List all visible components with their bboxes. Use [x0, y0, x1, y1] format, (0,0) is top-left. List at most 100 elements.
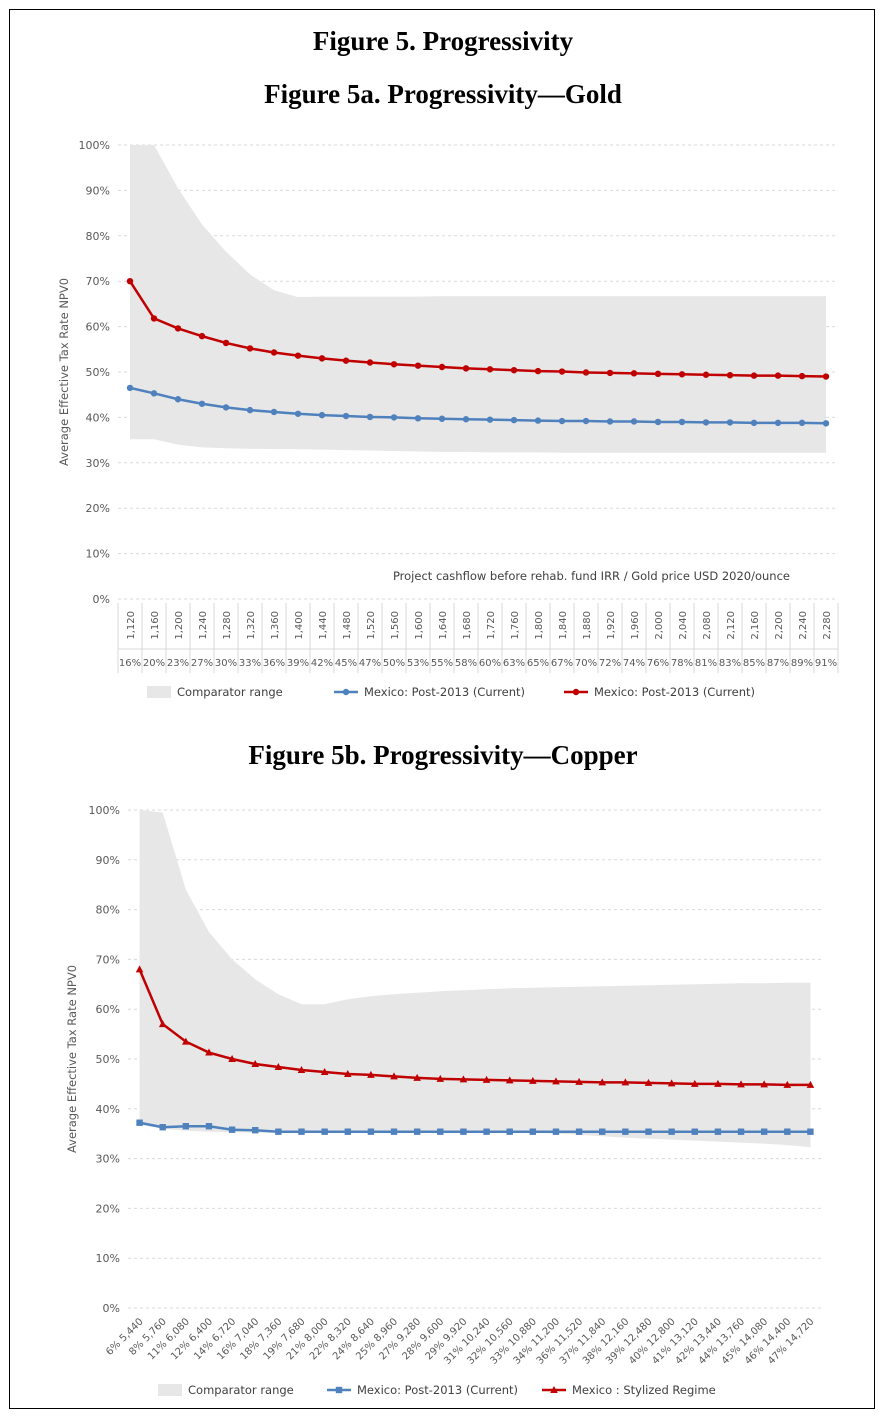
y-tick-label: 30%	[86, 457, 110, 470]
series-0-point	[678, 418, 686, 426]
irr-tick-label: 42%	[311, 658, 333, 669]
series-1-point	[135, 965, 144, 973]
x-tick-label: 1,440	[318, 611, 329, 640]
series-1-point	[822, 373, 830, 380]
series-1-point	[558, 368, 566, 375]
series-0-point	[270, 408, 278, 416]
series-1-point	[529, 1076, 537, 1084]
gold-chart-title: Figure 5a. Progressivity—Gold	[264, 79, 622, 109]
series-1-point	[366, 359, 374, 366]
series-1-point	[367, 1070, 375, 1078]
irr-tick-label: 76%	[647, 658, 669, 669]
series-0-point	[668, 1128, 675, 1135]
series-1-point	[462, 365, 470, 372]
irr-tick-label: 23%	[167, 658, 189, 669]
x-tick-label: 1,880	[582, 611, 593, 640]
irr-tick-label: 63%	[503, 658, 525, 669]
series-1-point	[630, 370, 638, 377]
series-0-point	[294, 410, 302, 417]
irr-tick-label: 65%	[527, 658, 549, 669]
series-0-point	[510, 416, 518, 424]
series-1-point	[342, 357, 350, 364]
series-0-point	[760, 1128, 768, 1135]
irr-tick-label: 47%	[359, 658, 381, 669]
series-0-point	[198, 400, 206, 407]
series-0-point	[205, 1123, 213, 1130]
y-tick-label: 60%	[96, 1003, 120, 1016]
series-0-point	[174, 396, 182, 403]
series-0-point	[413, 1128, 421, 1135]
series-0-point	[414, 415, 422, 422]
series-0-point	[807, 1128, 814, 1135]
y-tick-label: 60%	[86, 321, 110, 334]
comparator-range-band	[130, 145, 826, 453]
y-tick-label: 10%	[96, 1252, 120, 1265]
x-tick-label: 2,000	[654, 611, 665, 640]
series-1-point	[182, 1037, 190, 1045]
legend-series-0-marker	[342, 688, 350, 696]
series-0-point	[126, 384, 134, 392]
x-tick-label: 1,480	[342, 611, 353, 640]
figure-frame	[9, 9, 875, 1409]
irr-tick-label: 83%	[719, 658, 741, 669]
series-1-point	[654, 370, 662, 378]
series-1-point	[390, 361, 398, 368]
series-1-point	[702, 371, 710, 378]
y-tick-label: 70%	[96, 953, 120, 966]
series-1-point	[438, 363, 446, 371]
irr-tick-label: 72%	[599, 658, 621, 669]
y-tick-label: 50%	[96, 1053, 120, 1066]
series-1-point	[126, 278, 134, 285]
series-1-point	[413, 1073, 421, 1081]
series-1-point	[486, 366, 494, 373]
series-0-point	[462, 416, 470, 423]
series-0-point	[136, 1119, 143, 1126]
irr-tick-label: 33%	[239, 658, 261, 669]
series-0-point	[486, 416, 494, 423]
irr-tick-label: 58%	[455, 658, 477, 669]
series-0-point	[150, 390, 158, 397]
series-0-point	[702, 419, 710, 426]
y-tick-label: 0%	[93, 593, 110, 606]
series-1-point	[274, 1062, 283, 1070]
y-tick-label: 20%	[86, 502, 110, 515]
series-0-point	[460, 1128, 467, 1135]
series-0-point	[483, 1128, 490, 1135]
comparator-range-band	[139, 810, 811, 1148]
series-1-point	[760, 1080, 768, 1088]
series-0-point	[630, 418, 638, 425]
y-tick-label: 90%	[86, 184, 110, 197]
series-1-point	[690, 1079, 699, 1087]
irr-tick-label: 67%	[551, 658, 573, 669]
x-tick-label: 1,640	[438, 611, 449, 640]
series-0-point	[582, 417, 590, 425]
series-1-point	[534, 367, 542, 375]
irr-tick-label: 70%	[575, 658, 597, 669]
series-1-point	[783, 1080, 792, 1088]
x-tick-label: 1,160	[150, 611, 161, 640]
y-tick-label: 30%	[96, 1153, 120, 1166]
irr-tick-label: 85%	[743, 658, 765, 669]
series-1-point	[390, 1072, 398, 1080]
series-0-point	[529, 1128, 537, 1135]
x-tick-label: 1,800	[534, 611, 545, 640]
y-tick-label: 90%	[96, 854, 120, 867]
series-line-0	[129, 386, 827, 425]
legend-series-1-label: Mexico: Post-2013 (Current)	[594, 685, 755, 699]
series-1-point	[798, 372, 806, 380]
series-1-point	[246, 345, 254, 352]
y-tick-label: 50%	[86, 366, 110, 379]
x-tick-label: 1,520	[366, 611, 377, 640]
copper-chart: 0% 10% 20% 30% 40% 50% 60% 70% 80% 90% 100% Average…	[65, 804, 822, 1397]
x-tick-label: 1,120	[126, 611, 137, 640]
x-tick-label: 2,280	[822, 611, 833, 640]
series-line-0	[139, 1121, 811, 1133]
x-tick-label: 1,840	[558, 611, 569, 640]
series-0-point	[534, 417, 542, 424]
x-tick-label: 1,400	[294, 611, 305, 640]
series-0-point	[691, 1128, 698, 1135]
y-tick-label: 40%	[86, 411, 110, 424]
series-0-point	[606, 418, 614, 425]
series-0-point	[599, 1128, 606, 1135]
series-0-point	[228, 1126, 236, 1133]
